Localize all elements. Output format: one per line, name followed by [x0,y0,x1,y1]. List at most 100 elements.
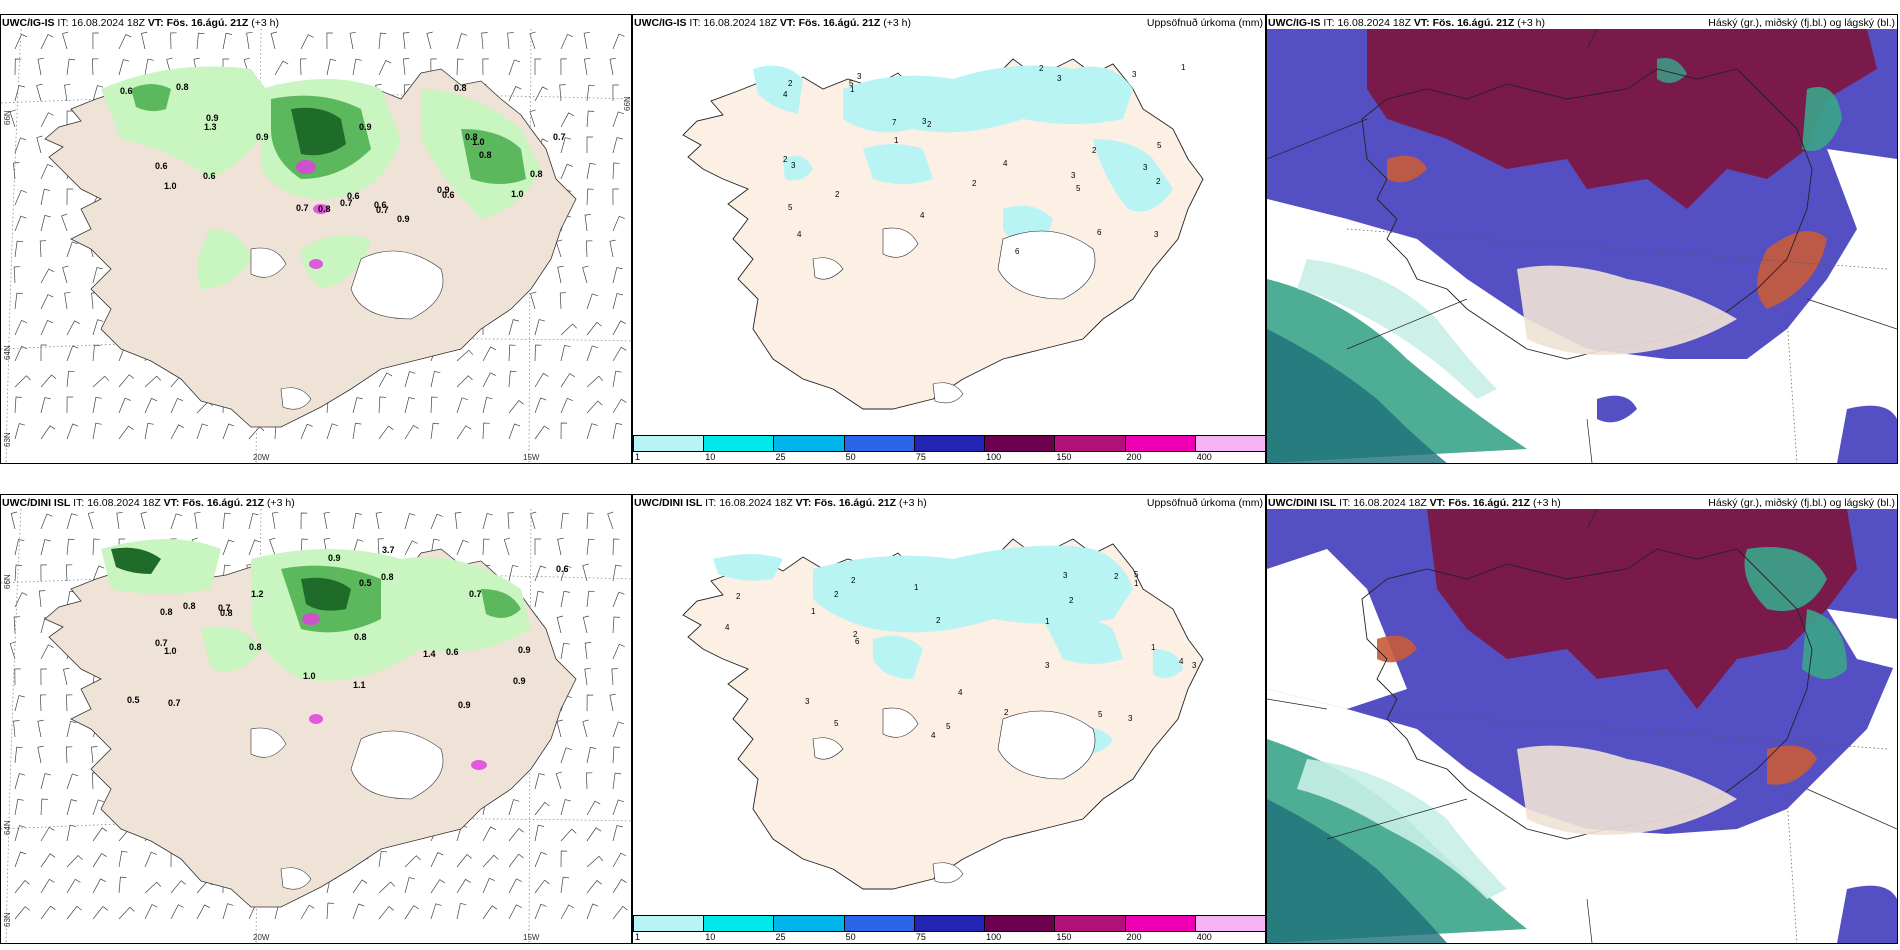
map-value-label: 5 [849,79,854,88]
colorbar-cell: 25 [773,915,845,942]
wind-barb [271,511,279,530]
wind-barb [196,904,211,920]
wind-barb [612,293,623,310]
wind-barb [118,59,130,76]
wind-barb [534,801,550,816]
map-value-label: 0.7 [168,698,181,708]
wind-barb [40,564,47,582]
map-value-label: 7 [892,118,897,127]
wind-barb [404,425,419,440]
wind-barb [404,371,416,388]
wind-barb [503,537,511,556]
wind-barb [482,422,490,440]
wind-barb [586,293,598,310]
wind-barb [404,513,416,530]
wind-barb [66,905,82,920]
accum-precip-panel-bottom[interactable]: UWC/DINI ISL IT: 16.08.2024 18Z VT: Fös.… [632,494,1266,944]
wind-barb [609,57,616,76]
cloud-panel-top[interactable]: UWC/IG-IS IT: 16.08.2024 18Z VT: Fös. 16… [1266,14,1898,464]
lead-time: (+3 h) [1517,17,1545,29]
wind-barb [481,32,488,50]
map-value-label: 6 [855,637,860,646]
wind-barb [144,851,157,868]
map-value-label: 2 [788,79,793,88]
cloud-panel-bottom[interactable]: UWC/DINI ISL IT: 16.08.2024 18Z VT: Fös.… [1266,494,1898,944]
wind-barb [456,902,467,920]
wind-barb [352,422,362,440]
it-value: 16.08.2024 18Z [1337,17,1411,29]
wind-barb [559,292,567,310]
lead-time: (+3 h) [883,17,911,29]
wind-barb [378,881,395,894]
colorbar-label: 75 [915,452,926,462]
wind-barb [508,853,524,868]
colorbar-cell: 10 [703,915,775,942]
wind-precip-panel-bottom[interactable]: UWC/DINI ISL IT: 16.08.2024 18Z VT: Fös.… [0,494,632,944]
wind-barb [144,397,158,414]
vt-label: VT: Fös. 16.ágú. 21Z [779,17,881,29]
wind-barb [508,828,524,842]
map-value-label: 1 [914,583,919,592]
wind-barb [66,513,78,530]
panel-title: Háský (gr.), miðský (fj.bl.) og lágský (… [1708,497,1895,509]
wind-barb [14,137,27,154]
wind-barb [40,374,57,388]
map-value-label: 0.9 [328,553,341,563]
map-value-label: 0.7 [218,603,231,613]
accum-precip-panel-top[interactable]: UWC/IG-IS IT: 16.08.2024 18Z VT: Fös. 16… [632,14,1266,464]
wind-barb [40,163,54,180]
wind-barb [40,268,55,284]
graticule [1267,509,1897,943]
wind-barb [140,511,147,530]
wind-barb [40,513,53,530]
lat-label-64: 64N [3,345,12,360]
colorbar-label: 150 [1056,932,1072,942]
wind-barb [116,511,123,530]
wind-barb [508,370,517,388]
wind-barb [586,880,602,894]
wind-barb [300,34,314,50]
map-value-label: 4 [783,90,788,99]
wind-barb [91,746,98,764]
map-value-label: 5 [946,722,951,731]
map-value-label: 0.9 [206,113,219,123]
model-name: UWC/DINI ISL [2,497,71,509]
colorbar-cell: 150 [1054,915,1126,942]
wind-barb [404,540,418,556]
wind-barb [13,720,20,738]
wind-barb [92,565,105,582]
it-value: 16.08.2024 18Z [703,17,777,29]
colorbar-label: 25 [775,932,786,942]
wind-barb [40,34,54,50]
wind-barb [14,564,23,582]
colorbar-cell: 400 [1194,915,1265,942]
map-value-label: 1.2 [251,589,264,599]
wind-barb [584,667,591,686]
wind-barb [612,746,620,764]
map-value-label: 0.9 [359,122,372,132]
wind-barb [456,33,468,50]
wind-barb [404,397,415,414]
wind-barb [378,396,386,414]
map-value-label: 1 [1045,617,1050,626]
wind-barb [612,111,625,128]
wind-barb [586,84,595,102]
wind-barb [560,565,572,582]
wind-precip-panel-top[interactable]: UWC/IG-IS IT: 16.08.2024 18Z VT: Fös. 16… [0,14,632,464]
wind-barb [534,824,545,842]
wind-barb [14,292,23,310]
wind-barb [507,512,514,530]
wind-barb [586,855,604,868]
wind-barb [14,851,27,868]
map-value-label: 1 [894,136,899,145]
wind-barb [612,538,620,556]
colorbar-label: 1 [635,452,641,462]
lat-label-66: 66N [3,574,12,589]
map-value-label: 0.8 [249,642,262,652]
wind-barb [66,423,79,440]
wind-barb [611,668,618,686]
map-wind-bottom: 0.51.40.80.70.81.00.70.91.10.90.80.60.90… [1,509,631,943]
wind-barb [222,539,235,556]
map-value-label: 0.6 [120,86,133,96]
wind-barb [582,265,589,284]
